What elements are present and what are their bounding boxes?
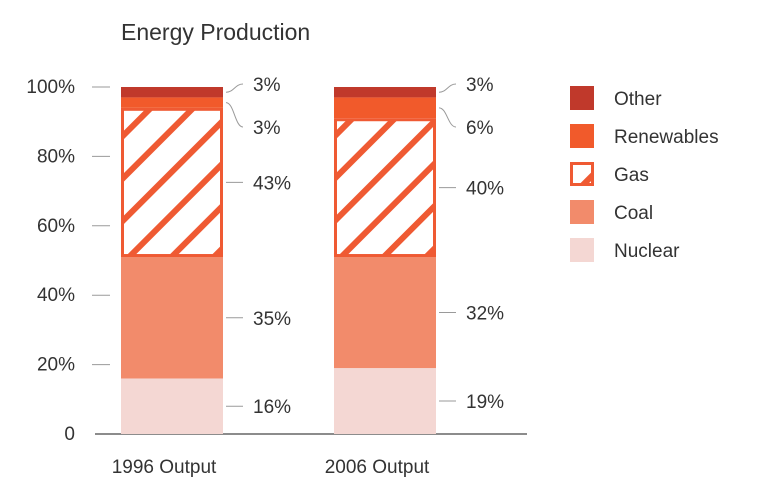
y-tick-label: 60% (37, 216, 75, 237)
y-tick-label: 80% (37, 146, 75, 167)
legend-label-renewables: Renewables (614, 127, 719, 148)
bar-segment-coal (334, 257, 436, 369)
bars (121, 87, 436, 434)
bar-segment-other (334, 87, 436, 98)
y-tick-label: 20% (37, 355, 75, 376)
bar-segment-coal (121, 257, 223, 379)
legend-label-other: Other (614, 89, 662, 110)
legend-label-gas: Gas (614, 165, 649, 186)
x-axis: 1996 Output 2006 Output (112, 457, 430, 478)
leader-line (438, 107, 457, 128)
x-category-label: 2006 Output (325, 457, 430, 478)
data-label-renewables: 6% (466, 118, 494, 139)
x-category-label: 1996 Output (112, 457, 217, 478)
data-label-nuclear: 19% (466, 392, 504, 413)
leader-line (225, 102, 244, 128)
bar-segment-nuclear (334, 368, 436, 434)
leader-line (225, 83, 244, 93)
data-label-gas: 43% (253, 173, 291, 194)
legend-swatch-renewables (570, 124, 594, 148)
data-label-coal: 35% (253, 309, 291, 330)
y-tick-label: 40% (37, 285, 75, 306)
data-label-other: 3% (466, 75, 494, 96)
bar-segment-renewables (121, 97, 223, 108)
legend: Other Renewables Gas Coal Nuclear (570, 86, 719, 262)
data-label-gas: 40% (466, 179, 504, 200)
bar-segment-nuclear (121, 378, 223, 434)
legend-swatch-other (570, 86, 594, 110)
leader-line (438, 83, 457, 93)
data-label-coal: 32% (466, 304, 504, 325)
bar-segment-gas (121, 107, 223, 258)
legend-swatch-nuclear (570, 238, 594, 262)
bar-segment-gas (334, 118, 436, 258)
y-tick-label: 100% (26, 77, 75, 98)
legend-swatch-coal (570, 200, 594, 224)
bar-segment-other (121, 87, 223, 98)
legend-label-coal: Coal (614, 203, 653, 224)
legend-swatch-gas (570, 162, 594, 186)
y-tick-label: 0 (64, 424, 75, 445)
data-label-nuclear: 16% (253, 397, 291, 418)
data-labels: 16% 35% 43% 3% 3% 19% 32% 40% 6% 3% (225, 75, 504, 418)
legend-label-nuclear: Nuclear (614, 241, 680, 262)
bar-segment-renewables (334, 97, 436, 119)
chart-title: Energy Production (121, 19, 310, 45)
data-label-other: 3% (253, 75, 281, 96)
data-label-renewables: 3% (253, 118, 281, 139)
